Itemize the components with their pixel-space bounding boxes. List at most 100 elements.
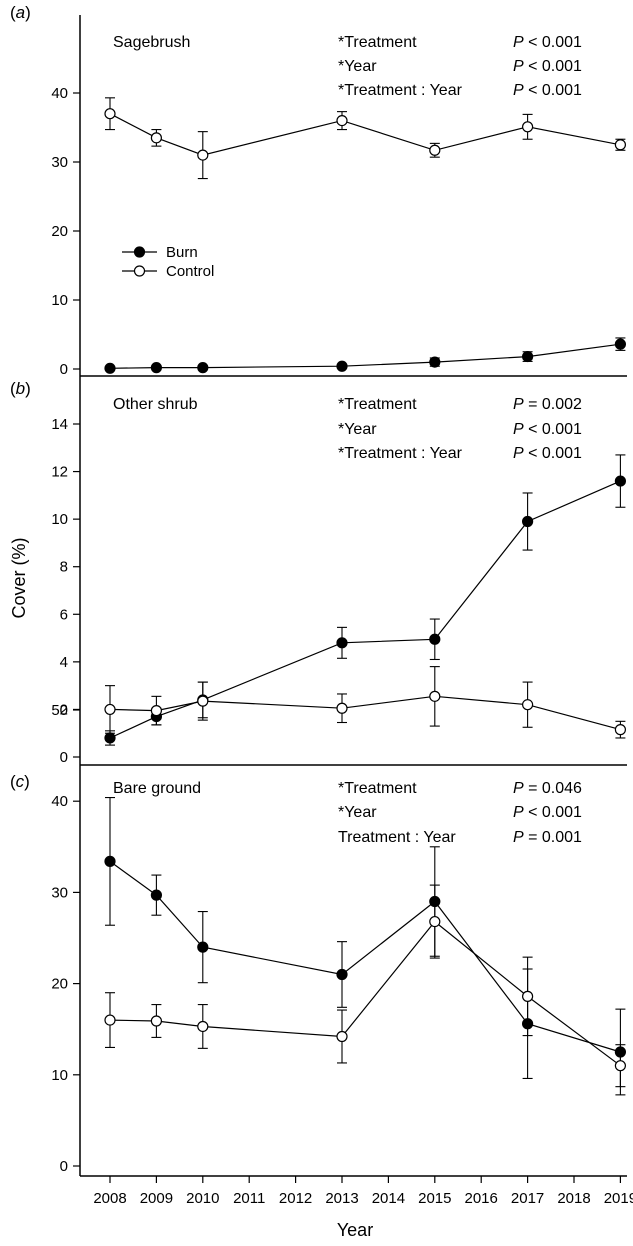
x-axis-title: Year [337,1220,373,1240]
x-tick-label: 2017 [511,1190,544,1207]
legend-burn-label: Burn [166,244,198,261]
legend-control-label: Control [166,263,214,280]
stat-p-value: P < 0.001 [513,34,582,51]
x-tick-label: 2011 [233,1190,265,1207]
panel-title: Bare ground [113,780,201,797]
data-point-control [429,144,441,156]
data-point-control [104,108,116,120]
series-layer [104,97,627,1096]
y-tick-label: 40 [51,793,68,810]
y-tick-label: 10 [51,1067,68,1084]
stat-p-value: P < 0.001 [513,58,582,75]
y-tick-label: 10 [51,511,68,528]
panel-letter: (c) [10,772,30,791]
data-point-control [197,149,209,161]
stat-term: Treatment : Year [338,829,456,846]
data-point-burn [336,360,348,372]
series-line-burn [109,343,621,369]
y-tick-label: 30 [51,884,68,901]
data-point-control [429,690,441,702]
x-tick-label: 2018 [557,1190,590,1207]
stat-p-value: P < 0.001 [513,445,582,462]
y-axis-title: Cover (%) [9,537,29,618]
data-point-burn [614,338,627,350]
stat-term: *Year [338,804,377,821]
panel-title: Other shrub [113,396,198,413]
y-tick-label: 2 [60,701,68,718]
data-point-burn [521,515,534,528]
x-tick-label: 2012 [279,1190,312,1207]
y-tick-label: 4 [60,654,68,671]
x-tick-label: 2013 [325,1190,358,1207]
data-point-control [197,695,209,707]
data-point-control [614,139,627,151]
stat-p-value: P < 0.001 [513,421,582,438]
data-point-control [614,724,627,736]
y-tick-label: 6 [60,606,68,623]
series-line-burn [109,480,621,739]
stat-term: *Year [338,421,377,438]
data-point-control [150,705,162,717]
data-point-burn [104,732,116,744]
panel-letter: (b) [10,379,31,398]
data-point-burn [104,362,116,374]
data-point-burn [197,362,209,374]
y-tick-label: 50 [51,702,68,719]
legend: Burn Control [122,244,214,280]
series-line-control [109,113,621,156]
y-tick-label: 20 [51,223,68,240]
data-point-control [150,132,162,144]
tick-layer [73,92,622,1183]
data-point-burn [336,637,348,649]
stat-p-value: P = 0.001 [513,829,582,846]
y-tick-label: 0 [60,361,68,378]
x-tick-label: 2019 [604,1190,633,1207]
panel-title: Sagebrush [113,34,190,51]
text-layer: 2008 2009 2010 2011 2012 2013 2014 2015 2016 2017… [10,3,633,1207]
stat-term: *Treatment [338,396,417,413]
data-point-burn [336,968,348,981]
data-point-control [521,990,534,1002]
series-line-control [109,920,621,1067]
data-point-control [336,114,348,127]
x-tick-label: 2010 [186,1190,219,1207]
data-point-burn [104,855,116,867]
y-tick-label: 14 [51,416,68,433]
stat-term: *Treatment [338,780,417,797]
x-tick-label: 2009 [140,1190,173,1207]
x-tick-label: 2014 [372,1190,405,1207]
data-point-burn [429,356,441,368]
data-point-burn [521,350,534,363]
data-point-control [104,1014,116,1026]
x-tick-label: 2016 [465,1190,498,1207]
data-point-control [197,1020,209,1033]
y-tick-label: 0 [60,749,68,766]
panel-letter: (a) [10,3,31,22]
y-tick-label: 10 [51,292,68,309]
y-tick-label: 40 [51,85,68,102]
stat-term: *Year [338,58,377,75]
data-point-burn [150,889,162,901]
series-line-burn [109,860,621,1053]
data-point-control [336,702,348,714]
stat-p-value: P = 0.002 [513,396,582,413]
data-point-control [336,1030,348,1043]
stat-p-value: P < 0.001 [513,804,582,821]
stat-term: *Treatment [338,34,417,51]
stat-p-value: P < 0.001 [513,82,582,99]
data-point-burn [197,941,209,953]
data-point-burn [614,475,627,487]
y-tick-label: 0 [60,1158,68,1175]
data-point-burn [150,362,162,374]
data-point-control [429,915,441,928]
y-tick-label: 8 [60,559,68,576]
legend-control-marker [133,265,146,277]
y-tick-label: 12 [51,464,68,481]
data-point-control [150,1015,162,1027]
legend-burn-marker [133,246,146,258]
y-tick-label: 30 [51,154,68,171]
data-point-control [521,121,534,133]
stat-term: *Treatment : Year [338,82,463,99]
y-tick-label: 20 [51,976,68,993]
